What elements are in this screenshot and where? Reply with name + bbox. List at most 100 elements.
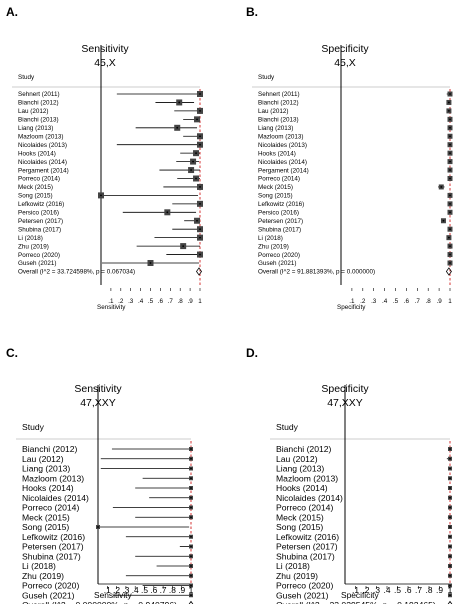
point-estimate — [449, 555, 451, 558]
study-label: Mazloom (2013) — [258, 133, 304, 140]
point-estimate — [190, 574, 192, 577]
study-label: Lefkowitz (2016) — [258, 201, 304, 208]
overall-label: Overall (I^2 = 33.724598%, p = 0.067034) — [18, 269, 135, 276]
point-estimate — [449, 245, 451, 248]
point-estimate — [196, 118, 198, 121]
point-estimate — [190, 496, 192, 499]
x-tick-label: 1 — [448, 298, 452, 305]
point-estimate — [449, 253, 451, 256]
overall-label: Overall (I^2 = 91.881393%, p = 0.000000) — [258, 269, 375, 276]
study-label: Bianchi (2012) — [18, 100, 59, 107]
overall-diamond — [188, 600, 194, 604]
study-label: Lau (2012) — [258, 108, 288, 115]
point-estimate — [449, 526, 451, 528]
point-estimate — [448, 110, 450, 112]
x-tick-label: .7 — [160, 585, 167, 595]
point-estimate — [449, 457, 451, 460]
point-estimate — [449, 194, 451, 197]
overall-label: Overall (I^2 = 0.000000%, p = 0.940796) — [22, 600, 177, 604]
study-label: Liang (2013) — [258, 125, 293, 132]
study-label: Porreco (2020) — [258, 252, 300, 259]
study-label: Shubina (2017) — [22, 551, 81, 561]
study-label: Guseh (2021) — [18, 260, 57, 267]
study-label: Zhu (2019) — [22, 571, 64, 581]
study-label: Porreco (2014) — [18, 176, 60, 183]
x-tick-label: .6 — [404, 298, 410, 305]
study-label: Zhu (2019) — [18, 243, 49, 250]
point-estimate — [199, 202, 201, 205]
chart-subtitle: 45,X — [94, 57, 116, 69]
x-axis-label: Sensitivity — [97, 304, 126, 311]
point-estimate — [100, 194, 102, 197]
point-estimate — [449, 262, 451, 264]
study-label: Bianchi (2012) — [276, 444, 332, 454]
study-label: Mazloom (2013) — [276, 473, 338, 483]
x-tick-label: .4 — [382, 298, 388, 305]
x-tick-label: .4 — [138, 298, 144, 305]
study-label: Shubina (2017) — [276, 551, 335, 561]
x-tick-label: .9 — [178, 585, 185, 595]
x-tick-label: .7 — [168, 298, 174, 305]
chart-title: Specificity — [321, 43, 369, 55]
study-label: Nicolaides (2014) — [258, 159, 307, 166]
point-estimate — [449, 152, 451, 155]
x-tick-label: 1 — [198, 298, 202, 305]
study-label: Zhu (2019) — [276, 571, 318, 581]
point-estimate — [190, 565, 192, 567]
point-estimate — [440, 186, 443, 188]
x-tick-label: .5 — [394, 585, 401, 595]
point-estimate — [449, 467, 451, 470]
x-tick-label: .1 — [352, 585, 359, 595]
x-tick-label: .8 — [426, 585, 433, 595]
point-estimate — [199, 186, 201, 188]
x-tick-label: .5 — [393, 298, 399, 305]
x-tick-label: .5 — [141, 585, 148, 595]
study-label: Song (2015) — [276, 522, 323, 532]
panel-label: B. — [246, 5, 258, 19]
overall-diamond — [196, 267, 203, 276]
study-label: Porreco (2014) — [22, 503, 79, 513]
panel-label: D. — [246, 346, 258, 360]
study-label: Porreco (2020) — [18, 252, 60, 259]
point-estimate — [449, 169, 451, 171]
study-label: Petersen (2017) — [258, 218, 303, 225]
overall-diamond — [447, 600, 453, 604]
x-axis-label: Specificity — [337, 304, 366, 311]
study-label: Lau (2012) — [18, 108, 48, 115]
point-estimate — [449, 506, 451, 509]
study-label: Lau (2012) — [22, 454, 64, 464]
point-estimate — [192, 160, 194, 163]
study-label: Bianchi (2012) — [22, 444, 78, 454]
point-estimate — [449, 211, 451, 214]
point-estimate — [199, 110, 201, 112]
x-tick-label: .3 — [122, 585, 129, 595]
study-label: Song (2015) — [258, 193, 293, 200]
study-label: Meck (2015) — [276, 512, 324, 522]
x-tick-label: .6 — [150, 585, 157, 595]
x-tick-label: .8 — [426, 298, 432, 305]
study-label: Porreco (2020) — [22, 581, 79, 591]
point-estimate — [176, 126, 179, 129]
study-label: Bianchi (2012) — [258, 100, 299, 107]
study-header: Study — [258, 74, 275, 81]
point-estimate — [449, 496, 451, 499]
study-label: Li (2018) — [258, 235, 283, 242]
x-tick-label: .9 — [436, 298, 442, 305]
study-label: Hooks (2014) — [258, 150, 296, 157]
point-estimate — [97, 526, 99, 528]
point-estimate — [190, 535, 192, 538]
x-tick-label: .3 — [371, 298, 377, 305]
study-label: Guseh (2021) — [276, 590, 329, 600]
study-label: Bianchi (2013) — [18, 117, 59, 124]
study-label: Pergament (2014) — [258, 167, 309, 174]
x-tick-label: .9 — [187, 298, 193, 305]
x-tick-label: .8 — [169, 585, 176, 595]
study-label: Meck (2015) — [258, 184, 293, 191]
point-estimate — [199, 253, 201, 256]
study-label: Liang (2013) — [276, 464, 324, 474]
overall-label: Overall (I^2 = 23.029545%, p = 0.192465) — [276, 600, 436, 604]
point-estimate — [449, 487, 451, 489]
study-label: Liang (2013) — [22, 464, 70, 474]
x-tick-label: .5 — [148, 298, 154, 305]
